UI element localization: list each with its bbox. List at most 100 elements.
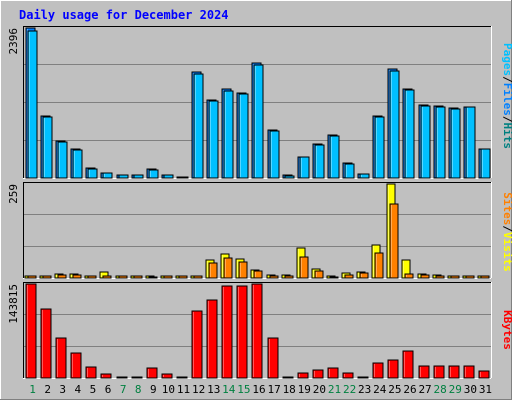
bar-kbytes-day-28	[433, 365, 445, 379]
panel-visits-sites: 259 Sites/Visits	[7, 182, 512, 279]
bar-fill	[87, 168, 98, 179]
bar-kbytes-day-26	[402, 350, 414, 379]
bar-fill	[269, 275, 279, 279]
bar-kbytes-day-7	[116, 376, 128, 379]
bar-fill	[463, 365, 475, 379]
bar-fill	[359, 173, 370, 179]
bar-fill	[284, 175, 295, 179]
bar-fill	[299, 156, 310, 179]
bar-fill	[480, 275, 490, 279]
bar-fill	[314, 144, 325, 179]
bar-kbytes-day-3	[55, 337, 67, 379]
bar-kbytes-day-22	[342, 372, 354, 379]
bar-fill	[193, 73, 204, 179]
bar-sites-day-9	[148, 276, 158, 279]
bar-fill	[267, 337, 279, 379]
bar-fill	[389, 70, 400, 179]
day-label-22: 22	[343, 383, 356, 396]
bar-fill	[418, 365, 430, 379]
bar-sites-day-6	[102, 275, 112, 279]
legend-kbytes: KBytes	[501, 310, 512, 350]
bar-pages-day-1	[27, 30, 38, 179]
bar-fill	[116, 376, 128, 379]
bar-pages-day-29	[450, 108, 461, 179]
bar-pages-day-18	[284, 175, 295, 179]
day-label-23: 23	[358, 383, 371, 396]
legend-hits-files-pages: Pages/Files/Hits	[501, 43, 512, 149]
bar-pages-day-5	[87, 168, 98, 179]
day-label-27: 27	[418, 383, 431, 396]
bar-kbytes-day-30	[463, 365, 475, 379]
bar-sites-day-11	[178, 275, 188, 279]
day-label-8: 8	[135, 383, 142, 396]
bar-sites-day-23	[359, 272, 369, 279]
bar-kbytes-day-27	[418, 365, 430, 379]
bar-sites-day-8	[133, 275, 143, 279]
bar-kbytes-day-5	[85, 366, 97, 379]
bar-fill	[402, 350, 414, 379]
bar-fill	[404, 273, 414, 279]
bar-fill	[57, 274, 67, 279]
bar-sites-day-1	[27, 275, 37, 279]
bar-fill	[251, 283, 263, 379]
bar-pages-day-27	[420, 105, 431, 179]
bar-pages-day-12	[193, 73, 204, 179]
bar-kbytes-day-8	[131, 376, 143, 379]
bar-pages-day-9	[148, 169, 159, 179]
bar-fill	[329, 135, 340, 179]
bar-fill	[420, 105, 431, 179]
day-label-31: 31	[479, 383, 492, 396]
bar-pages-day-6	[102, 172, 113, 179]
bar-kbytes-day-19	[297, 372, 309, 379]
bar-pages-day-17	[269, 130, 280, 179]
bar-pages-day-16	[253, 64, 264, 179]
bar-fill	[359, 272, 369, 279]
day-label-16: 16	[252, 383, 265, 396]
bar-kbytes-day-23	[357, 376, 369, 379]
day-label-7: 7	[120, 383, 127, 396]
legend-entry: Hits	[501, 123, 512, 150]
day-label-20: 20	[313, 383, 326, 396]
bar-fill	[269, 130, 280, 179]
bar-fill	[329, 276, 339, 279]
bar-fill	[284, 275, 294, 279]
bar-fill	[433, 365, 445, 379]
day-label-17: 17	[267, 383, 280, 396]
bar-fill	[57, 141, 68, 179]
bar-fill	[238, 261, 248, 279]
bar-kbytes-day-15	[236, 285, 248, 379]
day-label-9: 9	[150, 383, 157, 396]
bar-sites-day-29	[450, 275, 460, 279]
bar-pages-day-26	[404, 89, 415, 179]
day-label-12: 12	[192, 383, 205, 396]
bar-fill	[389, 203, 399, 279]
bar-sites-day-19	[299, 256, 309, 279]
day-label-13: 13	[207, 383, 220, 396]
bar-fill	[148, 169, 159, 179]
day-label-4: 4	[75, 383, 82, 396]
bar-fill	[221, 285, 233, 379]
bar-sites-day-27	[420, 274, 430, 279]
bar-fill	[374, 116, 385, 179]
legend-entry: Visits	[501, 232, 512, 272]
bar-fill	[448, 365, 460, 379]
bar-fill	[42, 275, 52, 279]
bar-fill	[450, 108, 461, 179]
bar-sites-day-10	[163, 275, 173, 279]
bar-kbytes-day-31	[478, 370, 490, 379]
bar-sites-day-21	[329, 276, 339, 279]
bar-pages-day-3	[57, 141, 68, 179]
bar-fill	[253, 270, 263, 279]
bar-fill	[55, 337, 67, 379]
y-max-label: 259	[7, 184, 20, 204]
bar-fill	[387, 359, 399, 379]
bar-fill	[435, 275, 445, 279]
day-label-26: 26	[403, 383, 416, 396]
bar-sites-day-12	[193, 275, 203, 279]
x-axis-day-labels: 1 2 3 4 5 6 7 8 9 10 11 12 13 14 15 16 17 18 19 20 21 22 23 24 2…	[29, 383, 492, 396]
bar-fill	[102, 275, 112, 279]
bar-fill	[118, 174, 129, 179]
bar-fill	[208, 262, 218, 279]
